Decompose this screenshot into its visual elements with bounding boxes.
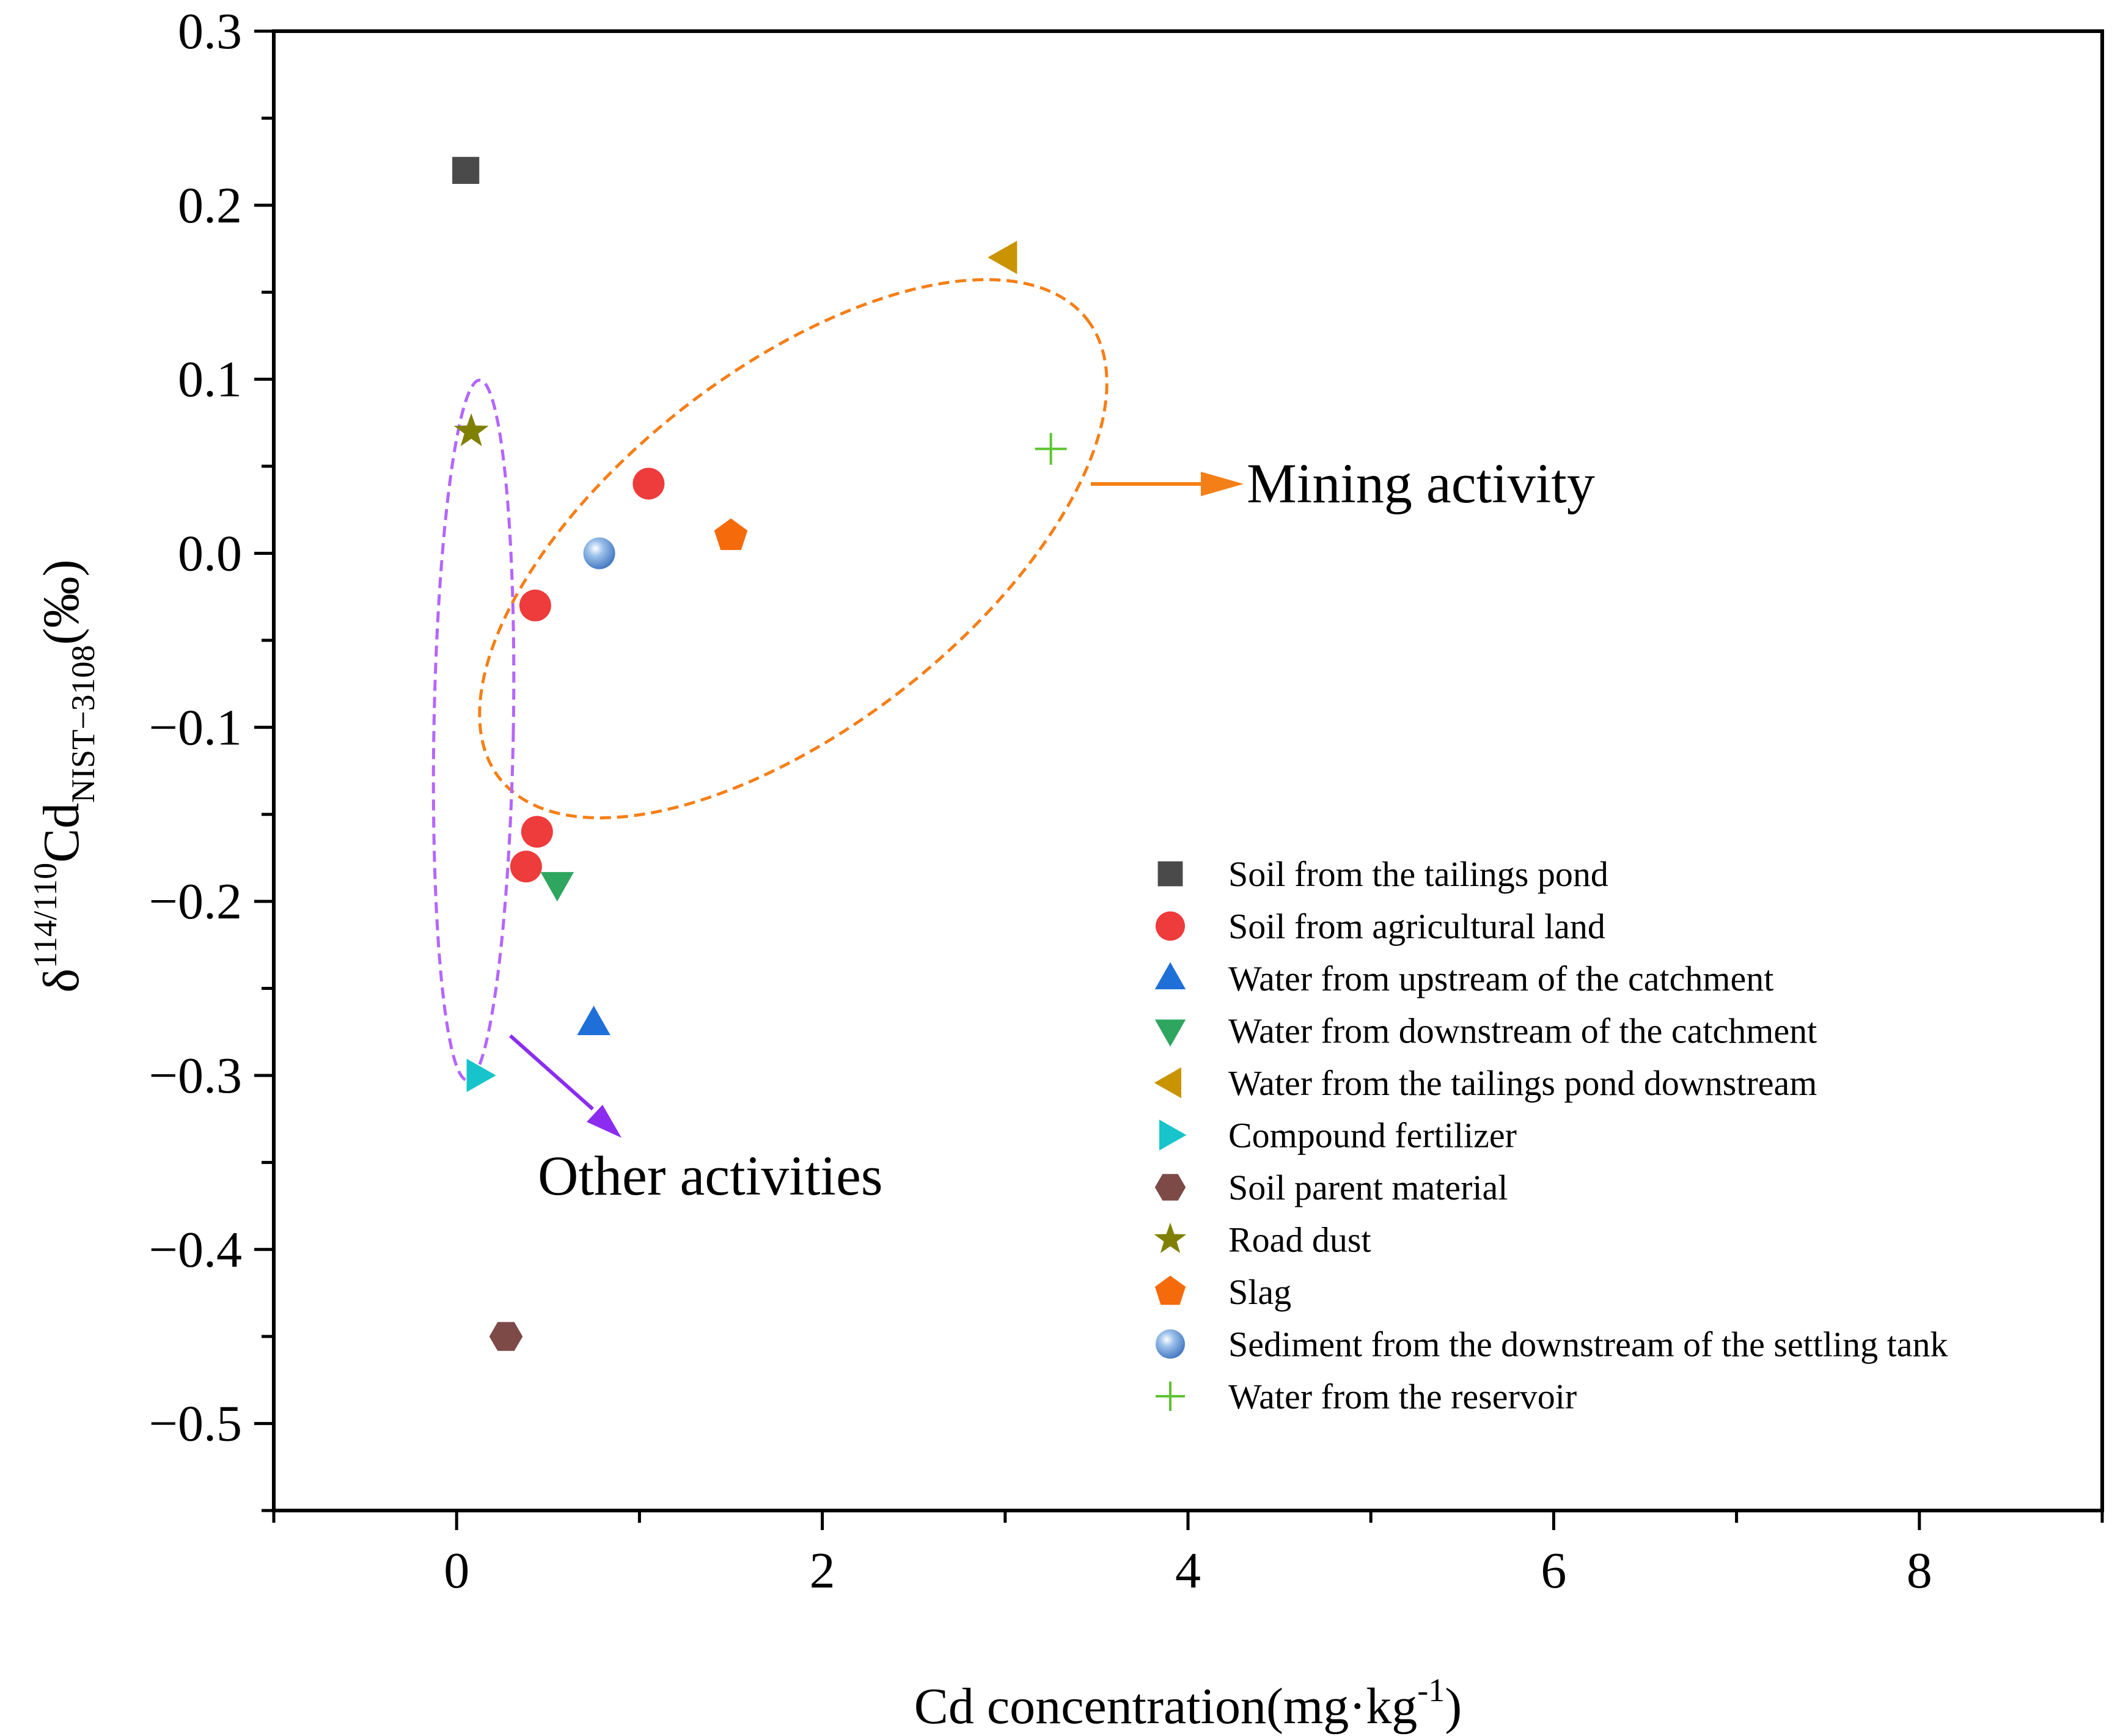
legend-label-road-dust: Road dust [1228, 1220, 1371, 1260]
water-from-downstream-of-the-catchment-point-0 [540, 872, 574, 902]
sediment-from-the-downstream-of-the-settling-tank-point-0 [583, 537, 615, 570]
legend-marker-road-dust [1154, 1222, 1187, 1253]
legend-label-slag: Slag [1228, 1272, 1291, 1312]
axes [272, 29, 2104, 1512]
y-tick-label: 0.0 [178, 525, 242, 582]
cluster-ellipses [431, 278, 1109, 1082]
legend-label-water-from-the-tailings-pond-downstream: Water from the tailings pond downstream [1228, 1063, 1817, 1103]
legend-label-soil-from-agricultural-land: Soil from agricultural land [1228, 907, 1605, 947]
legend: Soil from the tailings pond Soil from agr… [1154, 854, 1948, 1416]
x-axis-ticks: 0 2 4 6 8 [272, 1511, 2104, 1599]
legend-label-soil-parent-material: Soil parent material [1228, 1168, 1508, 1207]
y-tick-label: 0.2 [178, 177, 242, 234]
other-activities-arrow [509, 1034, 594, 1111]
x-axis-title: Cd concentration(mg·kg-1) [914, 1672, 1462, 1735]
soil-parent-material-point-0 [489, 1322, 523, 1351]
mining-activity-label: Mining activity [1247, 452, 1595, 515]
water-from-the-reservoir-point-0 [1035, 433, 1067, 465]
soil-from-the-tailings-pond-point-0 [452, 156, 480, 184]
y-tick-label: −0.2 [149, 873, 242, 930]
y-tick-label: −0.5 [149, 1396, 242, 1452]
legend-marker-compound-fertilizer [1159, 1119, 1187, 1151]
x-tick-label: 6 [1541, 1542, 1566, 1599]
compound-fertilizer-point-0 [466, 1058, 496, 1093]
legend-marker-soil-from-agricultural-land [1156, 911, 1185, 941]
soil-from-agricultural-land-point-1 [519, 589, 551, 621]
other-activities-label: Other activities [538, 1145, 883, 1207]
soil-from-agricultural-land-point-0 [632, 467, 665, 500]
water-from-the-tailings-pond-downstream-point-0 [988, 241, 1018, 274]
y-tick-label: −0.1 [149, 699, 242, 756]
legend-marker-water-from-the-reservoir [1156, 1382, 1185, 1411]
water-from-upstream-of-the-catchment-point-0 [577, 1005, 610, 1035]
soil-from-agricultural-land-point-2 [521, 816, 553, 848]
legend-marker-soil-from-the-tailings-pond [1157, 861, 1183, 887]
legend-marker-sediment-from-the-downstream-of-the-settling-tank [1156, 1329, 1185, 1359]
other-activities-arrowhead [587, 1105, 622, 1138]
x-tick-label: 4 [1175, 1542, 1201, 1599]
y-axis-ticks: 0.3 0.2 0.1 0.0 −0.1 −0.2 −0.3 −0.4 −0.5 [149, 3, 274, 1512]
x-tick-label: 2 [810, 1542, 835, 1599]
y-axis-title: δ114/110CdNIST−3108(‰) [27, 559, 101, 992]
plot-frame [272, 29, 2104, 1512]
y-tick-label: −0.4 [149, 1221, 242, 1278]
legend-marker-soil-parent-material [1154, 1174, 1186, 1201]
legend-label-sediment-from-the-downstream-of-the-settling-tank: Sediment from the downstream of the sett… [1228, 1325, 1948, 1364]
legend-marker-slag [1154, 1275, 1186, 1305]
other-activities-ellipse [431, 378, 516, 1082]
legend-marker-water-from-the-tailings-pond-downstream [1154, 1067, 1181, 1099]
y-tick-label: 0.3 [178, 3, 242, 60]
legend-label-water-from-the-reservoir: Water from the reservoir [1228, 1377, 1577, 1416]
slag-point-0 [714, 518, 748, 551]
legend-label-soil-from-the-tailings-pond: Soil from the tailings pond [1228, 854, 1608, 894]
y-tick-label: 0.1 [178, 351, 242, 408]
legend-marker-water-from-downstream-of-the-catchment [1154, 1019, 1186, 1047]
data-points [452, 156, 1067, 1351]
soil-from-agricultural-land-point-3 [510, 851, 542, 883]
x-tick-label: 0 [444, 1542, 469, 1599]
legend-marker-water-from-upstream-of-the-catchment [1154, 962, 1186, 989]
legend-label-water-from-upstream-of-the-catchment: Water from upstream of the catchment [1228, 959, 1773, 998]
annotation-arrows [509, 472, 1244, 1138]
legend-label-water-from-downstream-of-the-catchment: Water from downstream of the catchment [1228, 1011, 1817, 1051]
mining-activity-arrowhead [1201, 472, 1244, 496]
legend-label-compound-fertilizer: Compound fertilizer [1228, 1116, 1517, 1156]
mining-activity-ellipse [478, 278, 1109, 819]
y-tick-label: −0.3 [149, 1047, 242, 1104]
x-tick-label: 8 [1907, 1542, 1932, 1599]
road-dust-point-0 [453, 413, 489, 447]
